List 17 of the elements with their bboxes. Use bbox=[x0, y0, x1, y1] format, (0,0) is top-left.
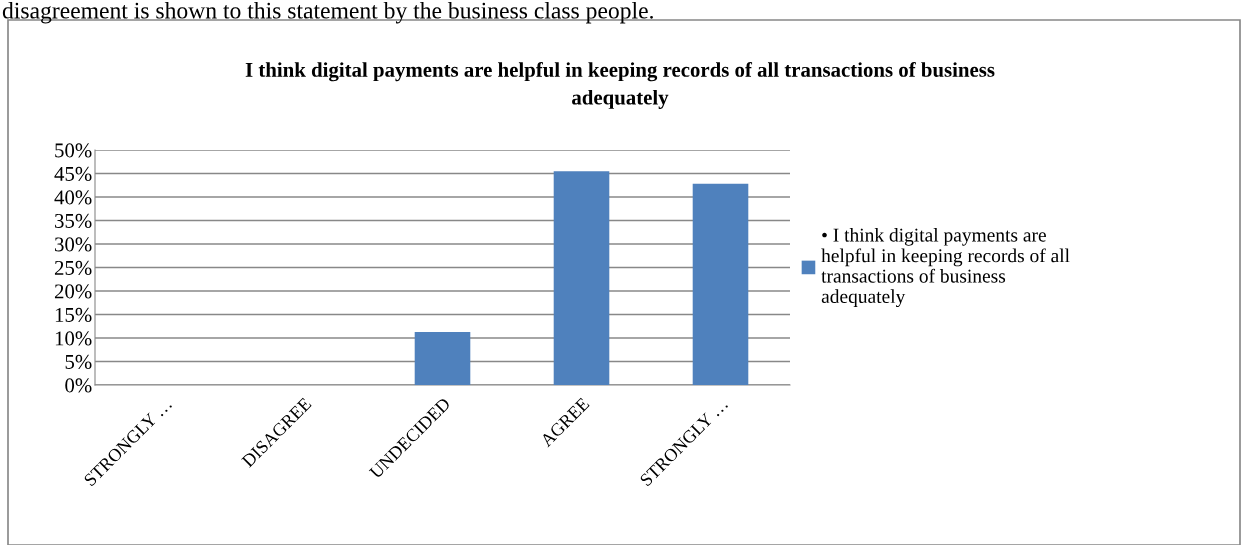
y-tick-label: 25% bbox=[54, 260, 92, 275]
y-tick-label: 20% bbox=[54, 284, 92, 299]
legend-label: • I think digital payments are helpful in keeping records of all transactions of business adequately bbox=[821, 227, 1070, 308]
bar bbox=[414, 331, 471, 385]
y-tick-label: 5% bbox=[65, 354, 92, 369]
y-tick-label: 35% bbox=[55, 213, 92, 228]
y-tick-label: 45% bbox=[54, 166, 92, 181]
y-tick-label: 30% bbox=[55, 237, 92, 252]
y-tick-label: 15% bbox=[55, 307, 92, 322]
y-tick-label: 0% bbox=[65, 378, 92, 393]
y-tick-label: 40% bbox=[54, 190, 92, 205]
bar bbox=[692, 183, 749, 385]
chart-title: I think digital payments are helpful in keeping records of all transactions of business adequately bbox=[245, 62, 995, 109]
bar bbox=[553, 171, 610, 385]
text: disagreement is shown to this statement by the business class people. bbox=[2, 2, 653, 24]
y-tick-label: 10% bbox=[55, 331, 92, 346]
y-tick-label: 50% bbox=[55, 143, 92, 158]
